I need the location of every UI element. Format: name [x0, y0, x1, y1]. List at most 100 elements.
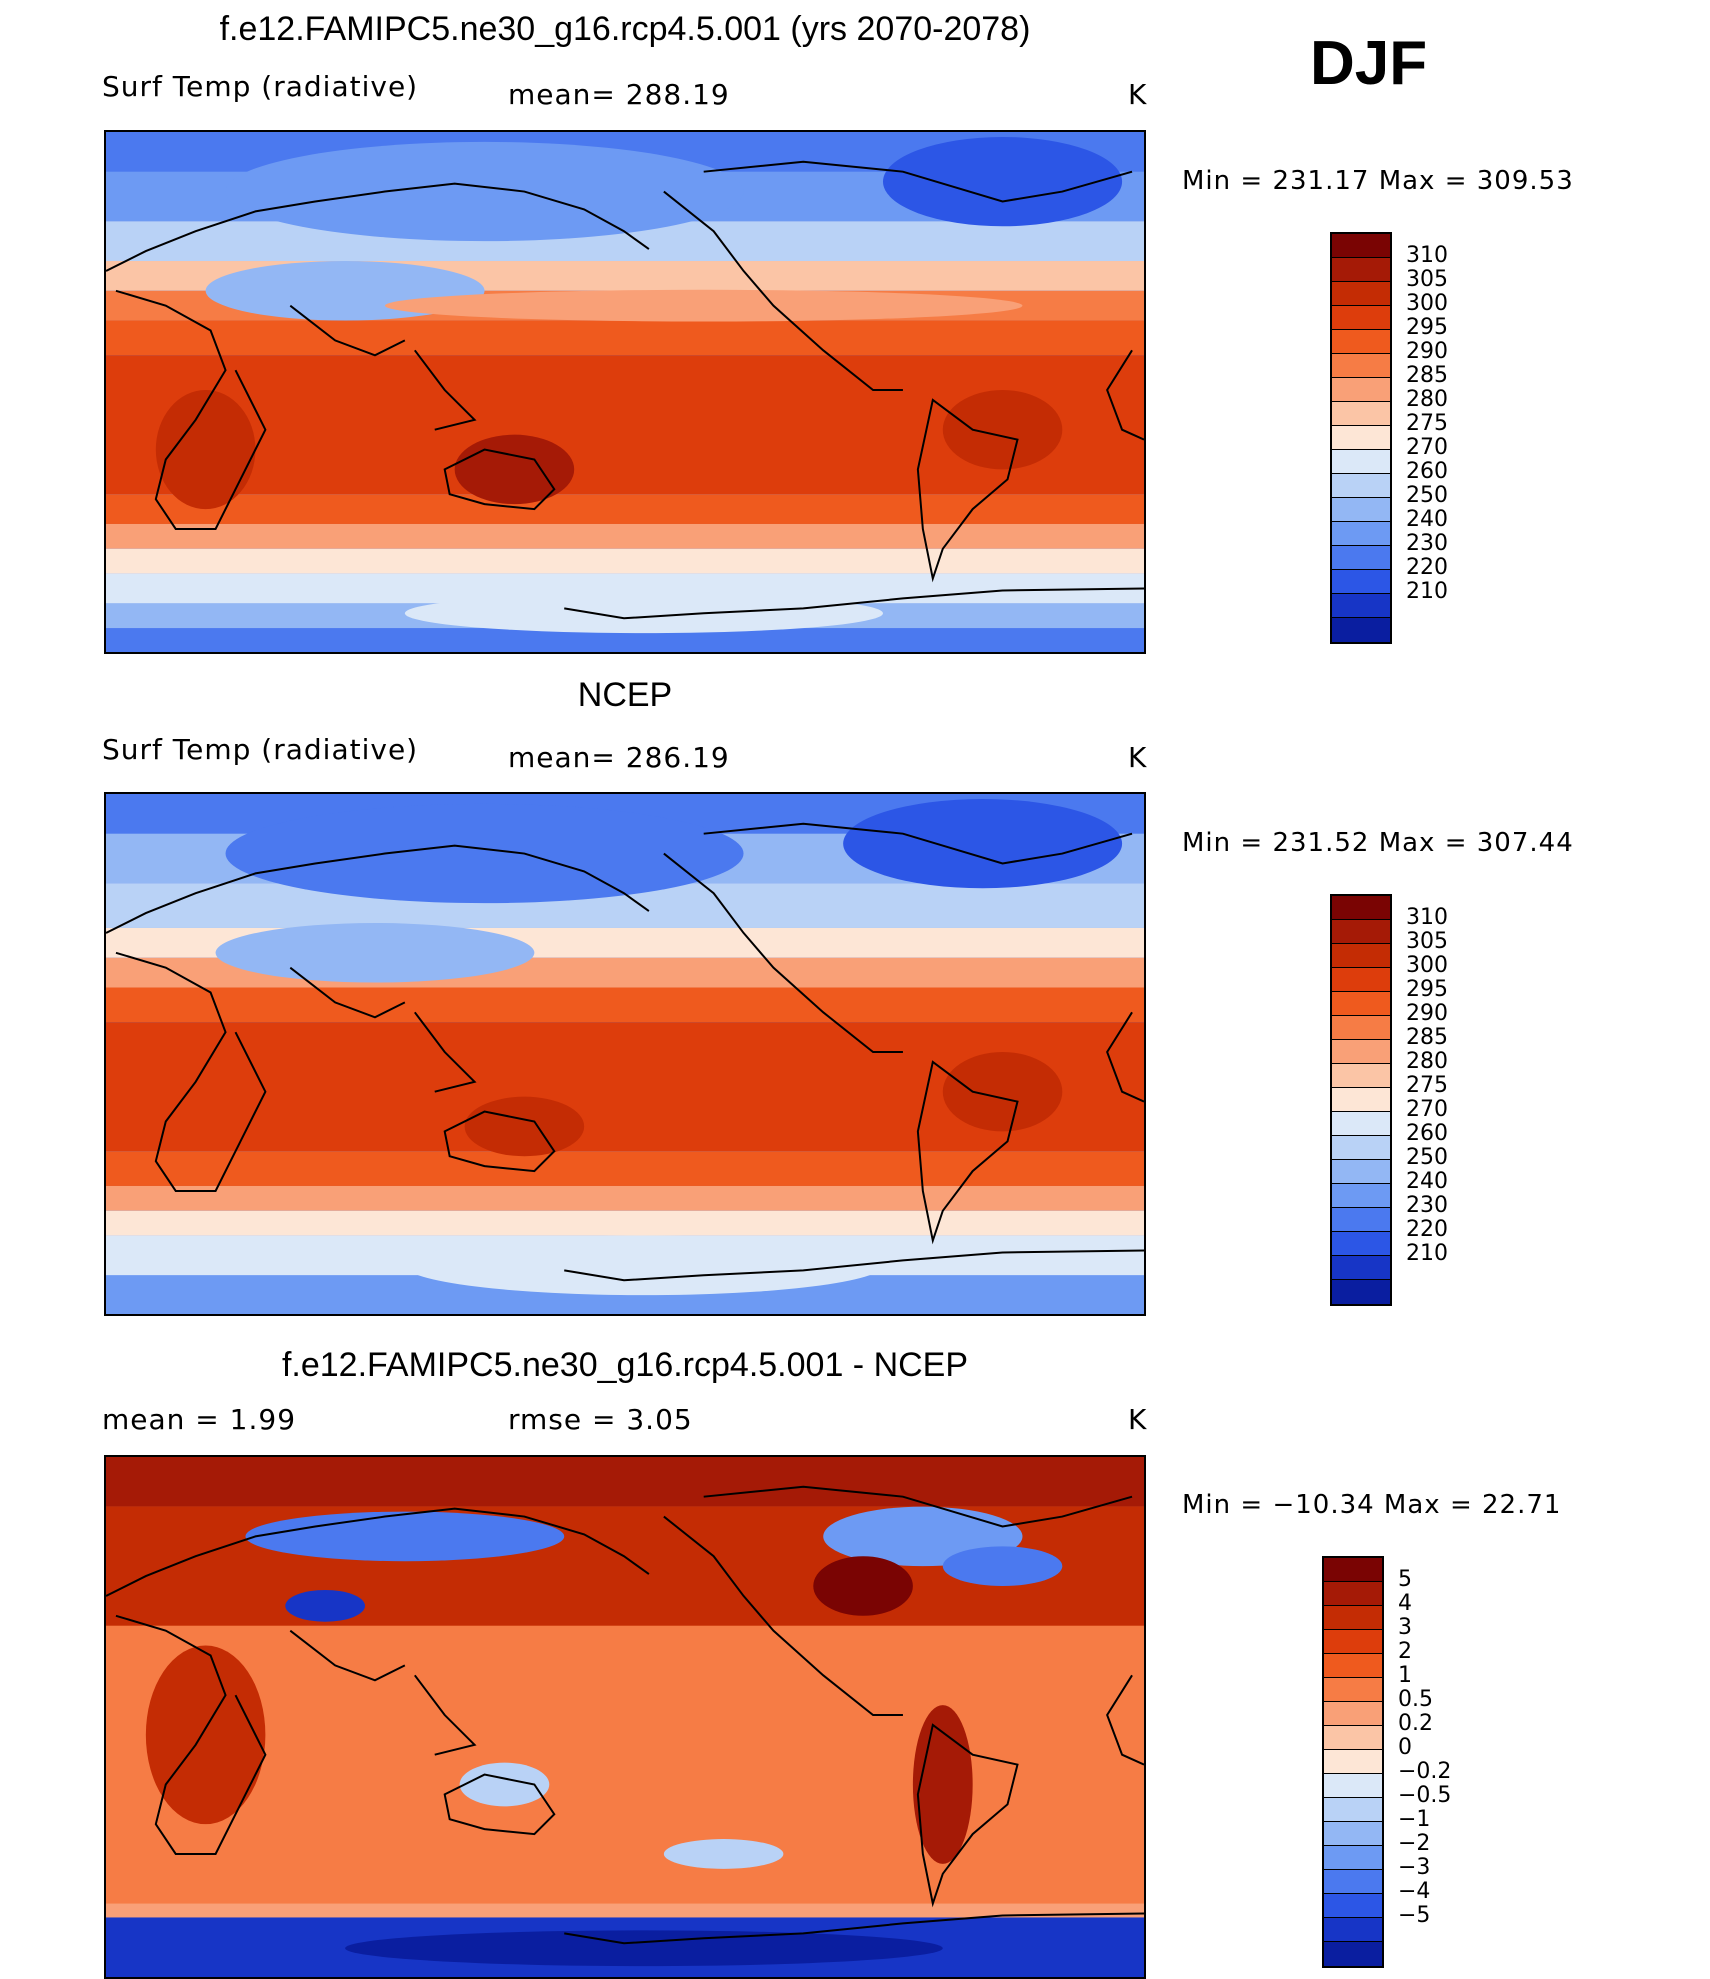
- panel-3-colorbar-swatch: [1324, 1918, 1382, 1942]
- panel-3-min-max: Min = −10.34 Max = 22.71: [1182, 1490, 1562, 1520]
- panel-2-colorbar-tick-label: 220: [1406, 1217, 1448, 1242]
- panel-2-colorbar-swatch: [1332, 1040, 1390, 1064]
- panel-1-colorbar-swatch: [1332, 498, 1390, 522]
- panel-3-colorbar-tick-label: 3: [1398, 1615, 1412, 1640]
- panel-1-variable-label: Surf Temp (radiative): [102, 70, 419, 103]
- panel-3-colorbar-tick-label: 5: [1398, 1567, 1412, 1592]
- panel-3-colorbar-swatch: [1324, 1942, 1382, 1966]
- panel-2-colorbar-tick-label: 285: [1406, 1025, 1448, 1050]
- panel-1-colorbar-swatch: [1332, 330, 1390, 354]
- panel-2-units: K: [1128, 741, 1148, 774]
- panel-3-colorbar-tick-label: −0.5: [1398, 1783, 1452, 1808]
- panel-1-colorbar-tick-label: 275: [1406, 411, 1448, 436]
- panel-2-colorbar-tick-label: 230: [1406, 1193, 1448, 1218]
- panel-1-colorbar-swatch: [1332, 546, 1390, 570]
- panel-3-colorbar-swatch: [1324, 1750, 1382, 1774]
- panel-3-colorbar-swatch: [1324, 1702, 1382, 1726]
- panel-3-mean-label: mean = 1.99: [102, 1403, 297, 1436]
- panel-3-colorbar-swatch: [1324, 1870, 1382, 1894]
- panel-2-colorbar-tick-label: 275: [1406, 1073, 1448, 1098]
- panel-3-colorbar-swatch: [1324, 1630, 1382, 1654]
- panel-3-colorbar-tick-label: −3: [1398, 1855, 1431, 1880]
- panel-1-colorbar-swatch: [1332, 282, 1390, 306]
- panel-2-colorbar-tick-label: 295: [1406, 977, 1448, 1002]
- panel-3-colorbar-swatch: [1324, 1822, 1382, 1846]
- panel-2-colorbar-tick-label: 210: [1406, 1241, 1448, 1266]
- panel-3-map: [104, 1455, 1146, 1979]
- panel-1-colorbar-tick-label: 230: [1406, 531, 1448, 556]
- panel-1-colorbar-swatch: [1332, 378, 1390, 402]
- panel-1-colorbar-tick-label: 285: [1406, 363, 1448, 388]
- panel-3-colorbar-swatch: [1324, 1558, 1382, 1582]
- panel-3-units: K: [1128, 1403, 1148, 1436]
- panel-2-colorbar-tick-label: 260: [1406, 1121, 1448, 1146]
- panel-2-colorbar-tick-label: 280: [1406, 1049, 1448, 1074]
- panel-1-colorbar-tick-label: 220: [1406, 555, 1448, 580]
- panel-2-mean-label: mean= 286.19: [508, 741, 730, 774]
- panel-2-colorbar-swatch: [1332, 1184, 1390, 1208]
- panel-1-map: [104, 130, 1146, 654]
- panel-1-title: f.e12.FAMIPC5.ne30_g16.rcp4.5.001 (yrs 2…: [219, 10, 1031, 48]
- panel-2-colorbar-swatch: [1332, 1208, 1390, 1232]
- panel-2-colorbar-tick-label: 305: [1406, 929, 1448, 954]
- panel-1-colorbar-swatch: [1332, 474, 1390, 498]
- panel-2-colorbar: [1330, 894, 1392, 1306]
- panel-2-colorbar-tick-label: 290: [1406, 1001, 1448, 1026]
- panel-1-colorbar-swatch: [1332, 426, 1390, 450]
- panel-1-colorbar-tick-label: 270: [1406, 435, 1448, 460]
- panel-2-colorbar-swatch: [1332, 1280, 1390, 1304]
- panel-1-colorbar-swatch: [1332, 354, 1390, 378]
- panel-3-colorbar-tick-label: −4: [1398, 1879, 1431, 1904]
- panel-1-colorbar-tick-label: 260: [1406, 459, 1448, 484]
- panel-3-colorbar-tick-label: 0.2: [1398, 1711, 1433, 1736]
- panel-2-temperature-field: [106, 794, 1144, 1314]
- panel-2-colorbar-swatch: [1332, 1088, 1390, 1112]
- panel-1-colorbar-tick-label: 240: [1406, 507, 1448, 532]
- panel-3-colorbar-tick-label: −5: [1398, 1903, 1431, 1928]
- panel-2-colorbar-swatch: [1332, 1016, 1390, 1040]
- panel-2-colorbar-swatch: [1332, 1232, 1390, 1256]
- panel-2-colorbar-swatch: [1332, 1256, 1390, 1280]
- panel-1-colorbar-swatch: [1332, 258, 1390, 282]
- panel-2-map: [104, 792, 1146, 1316]
- panel-2-colorbar-swatch: [1332, 1112, 1390, 1136]
- season-label: DJF: [1310, 29, 1428, 98]
- panel-2-colorbar-swatch: [1332, 920, 1390, 944]
- panel-3-colorbar-tick-label: 2: [1398, 1639, 1412, 1664]
- panel-3-colorbar-tick-label: −0.2: [1398, 1759, 1452, 1784]
- panel-2-colorbar-tick-label: 250: [1406, 1145, 1448, 1170]
- panel-2-min-max: Min = 231.52 Max = 307.44: [1182, 828, 1574, 858]
- panel-1-colorbar-tick-label: 290: [1406, 339, 1448, 364]
- panel-1-colorbar-swatch: [1332, 234, 1390, 258]
- panel-1-colorbar: [1330, 232, 1392, 644]
- panel-1-min-max: Min = 231.17 Max = 309.53: [1182, 166, 1574, 196]
- panel-1-colorbar-tick-label: 280: [1406, 387, 1448, 412]
- panel-3-colorbar-swatch: [1324, 1606, 1382, 1630]
- panel-3-title: f.e12.FAMIPC5.ne30_g16.rcp4.5.001 - NCEP: [281, 1346, 969, 1384]
- panel-3-colorbar-swatch: [1324, 1582, 1382, 1606]
- panel-3-colorbar-tick-label: 0.5: [1398, 1687, 1433, 1712]
- panel-3-colorbar: [1322, 1556, 1384, 1968]
- panel-3-colorbar-swatch: [1324, 1678, 1382, 1702]
- panel-3-colorbar-tick-label: 1: [1398, 1663, 1412, 1688]
- panel-2-colorbar-swatch: [1332, 1064, 1390, 1088]
- panel-3-colorbar-swatch: [1324, 1774, 1382, 1798]
- panel-3-colorbar-swatch: [1324, 1654, 1382, 1678]
- panel-1-colorbar-swatch: [1332, 306, 1390, 330]
- panel-3-colorbar-tick-label: −2: [1398, 1831, 1431, 1856]
- panel-1-colorbar-swatch: [1332, 450, 1390, 474]
- panel-1-colorbar-tick-label: 210: [1406, 579, 1448, 604]
- panel-1-units: K: [1128, 78, 1148, 111]
- panel-1-colorbar-swatch: [1332, 618, 1390, 642]
- panel-1-colorbar-tick-label: 250: [1406, 483, 1448, 508]
- panel-2-colorbar-tick-label: 310: [1406, 905, 1448, 930]
- panel-2-colorbar-swatch: [1332, 896, 1390, 920]
- panel-3-colorbar-swatch: [1324, 1846, 1382, 1870]
- panel-3-colorbar-tick-label: 0: [1398, 1735, 1412, 1760]
- panel-3-colorbar-tick-label: 4: [1398, 1591, 1412, 1616]
- panel-1-colorbar-swatch: [1332, 570, 1390, 594]
- panel-1-temperature-field: [106, 132, 1144, 652]
- panel-1-colorbar-swatch: [1332, 522, 1390, 546]
- panel-3-colorbar-tick-label: −1: [1398, 1807, 1431, 1832]
- panel-2-colorbar-swatch: [1332, 1160, 1390, 1184]
